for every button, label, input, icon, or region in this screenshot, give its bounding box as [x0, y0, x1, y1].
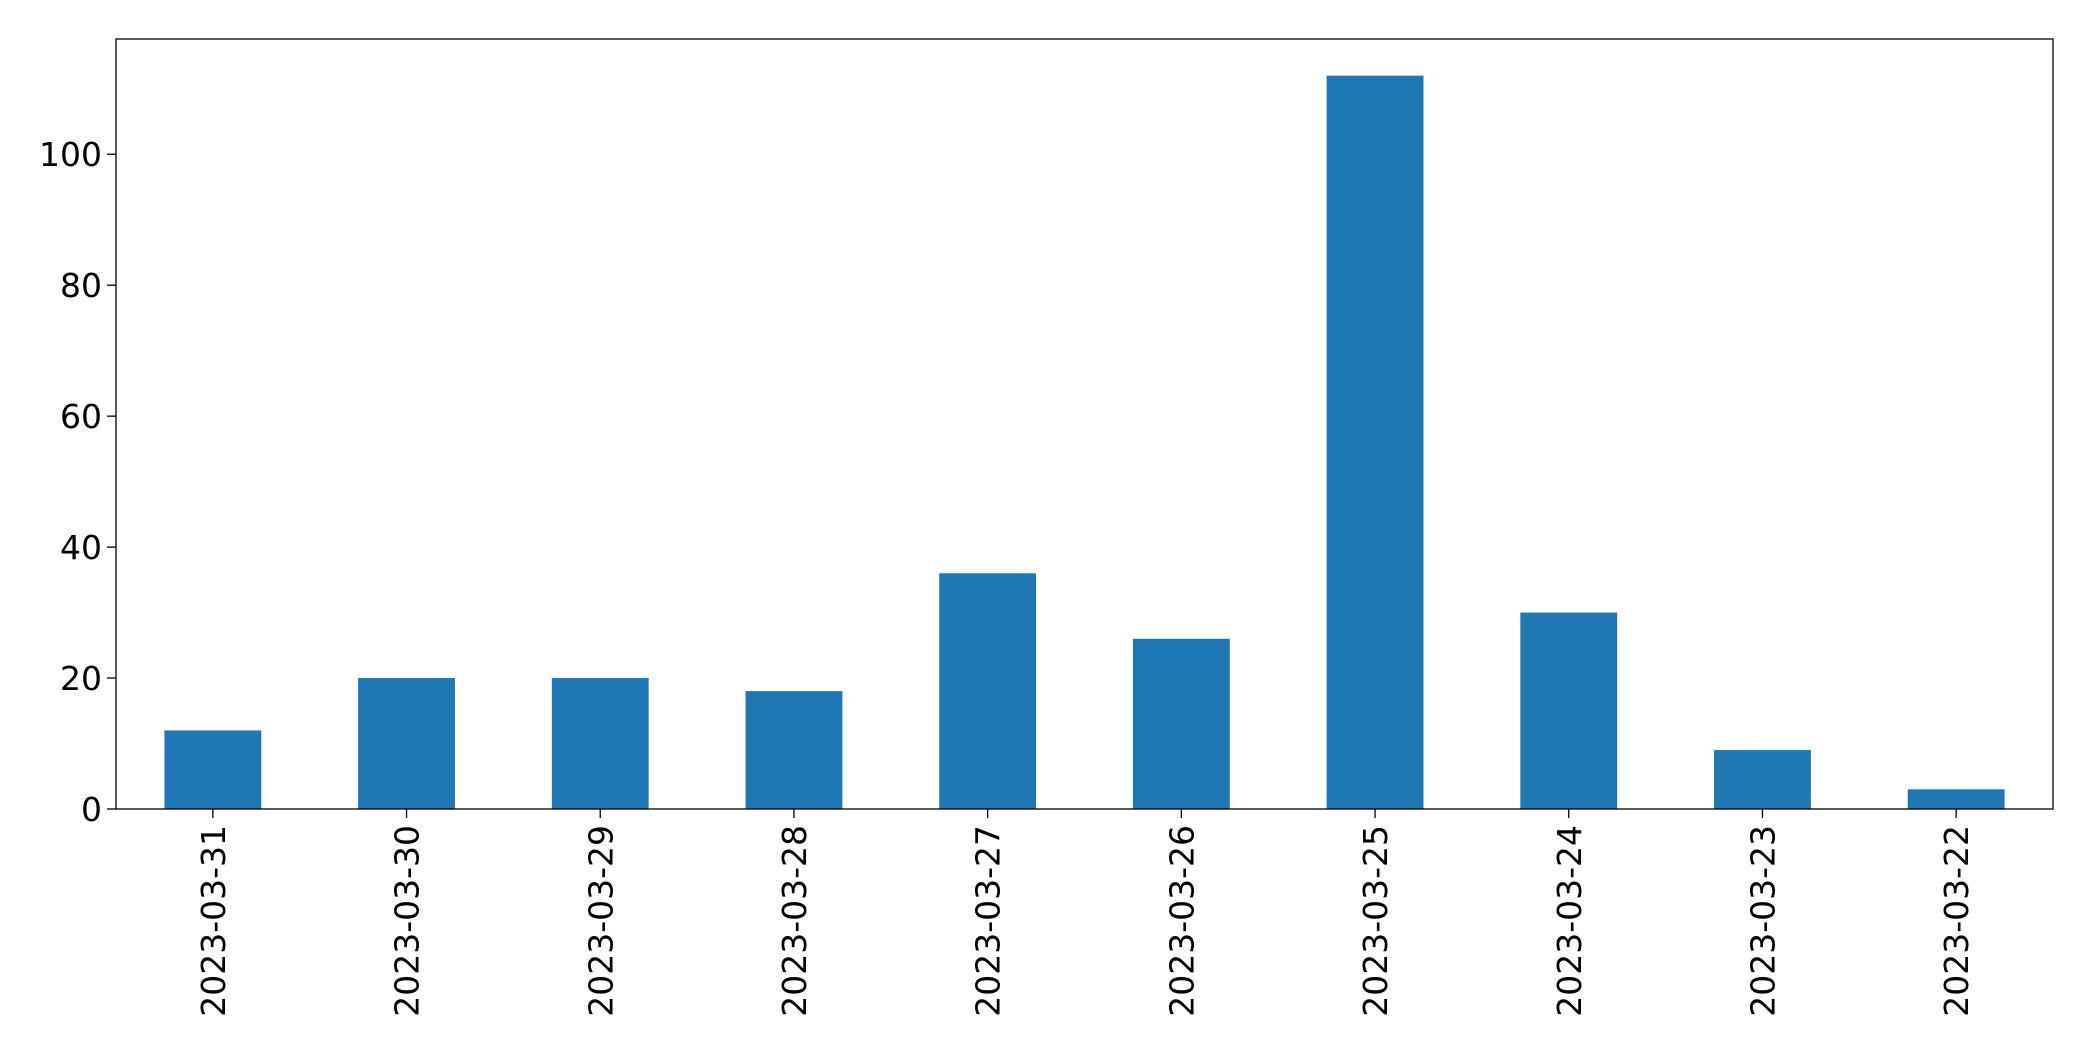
bar — [164, 730, 262, 809]
y-tick-label: 80 — [60, 266, 102, 305]
bar — [745, 691, 843, 809]
x-tick-label: 2023-03-30 — [388, 825, 427, 1017]
bar — [551, 678, 649, 809]
x-tick-label: 2023-03-31 — [194, 825, 233, 1017]
x-tick-label: 2023-03-23 — [1743, 825, 1782, 1017]
bar — [939, 573, 1037, 809]
x-tick-label: 2023-03-26 — [1162, 825, 1201, 1017]
x-tick-label: 2023-03-29 — [581, 825, 620, 1017]
x-tick-label: 2023-03-25 — [1356, 825, 1395, 1017]
y-tick-label: 60 — [60, 397, 102, 436]
bar — [1326, 75, 1424, 809]
x-tick-label: 2023-03-24 — [1550, 825, 1589, 1017]
y-tick-label: 20 — [60, 659, 102, 698]
x-tick-label: 2023-03-28 — [775, 825, 814, 1017]
bar — [1520, 612, 1618, 809]
bar — [1907, 789, 2005, 809]
y-tick-label: 100 — [39, 135, 102, 174]
x-tick-label: 2023-03-27 — [969, 825, 1008, 1017]
y-tick-label: 40 — [60, 528, 102, 567]
bar — [358, 678, 455, 809]
x-tick-label: 2023-03-22 — [1937, 825, 1976, 1017]
y-tick-label: 0 — [81, 790, 102, 829]
axes-frame — [115, 38, 2054, 810]
bar — [1132, 638, 1230, 809]
bar — [1714, 750, 1811, 809]
